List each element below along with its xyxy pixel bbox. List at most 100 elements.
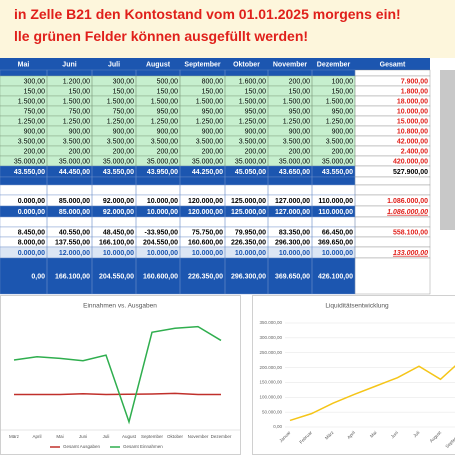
column-header: November	[273, 61, 308, 68]
legend-label: Gesamt Ausgaben	[63, 444, 101, 449]
cell-value: 3.500,00	[107, 138, 134, 145]
cell-value: 3.500,00	[239, 138, 266, 145]
cell-value: 800,00	[202, 78, 224, 85]
cell-value: 10.000,00	[279, 250, 310, 257]
cell-value: 1.500,00	[196, 98, 223, 105]
cell-value: 296.300,00	[231, 273, 266, 280]
cell-value: 150,00	[289, 88, 311, 95]
cell-value: 150,00	[245, 88, 267, 95]
x-tick-label: Dezember	[211, 434, 232, 439]
cell-value: 127.000,00	[275, 209, 310, 216]
cell-value: 300,00	[113, 78, 135, 85]
cell-value: 1.250,00	[107, 118, 134, 125]
cell-value: 1.250,00	[151, 118, 178, 125]
cell-value: 79.950,00	[235, 229, 266, 236]
total-value: 1.800,00	[401, 88, 428, 95]
cell-value: 750,00	[69, 108, 91, 115]
cell-value: 1.250,00	[196, 118, 223, 125]
column-header: Juni	[62, 61, 76, 68]
y-tick-label: 200.000,00	[259, 365, 282, 370]
cell-value: 160.600,00	[188, 239, 223, 246]
cell-value: 750,00	[24, 108, 46, 115]
cell-value: 200,00	[332, 148, 354, 155]
x-tick-label: August	[122, 434, 137, 439]
cell-value: 137.550,00	[55, 239, 90, 246]
cell-value: 900,00	[289, 128, 311, 135]
cell-value: 125.000,00	[231, 198, 266, 205]
x-tick-label: Mai	[56, 434, 63, 439]
cell-value: 35.000,00	[322, 158, 353, 165]
cell-value: 200,00	[202, 148, 224, 155]
cell-value: 150,00	[202, 88, 224, 95]
cell-value: 8.450,00	[18, 229, 45, 236]
row-background	[0, 106, 430, 116]
total-value: 1.086.000,00	[387, 209, 428, 216]
cell-value: 950,00	[202, 108, 224, 115]
row-background	[0, 86, 430, 96]
x-tick-label: Juli	[103, 434, 110, 439]
cell-value: 10.000,00	[147, 198, 178, 205]
series-line	[14, 392, 222, 396]
instruction-text: in Zelle B21 den Kontostand vom 01.01.20…	[14, 6, 401, 22]
cell-border	[311, 257, 356, 295]
x-tick-label: März	[9, 434, 20, 439]
cell-value: 500,00	[157, 78, 179, 85]
cell-value: 35.000,00	[103, 158, 134, 165]
cell-value: 1.500,00	[151, 98, 178, 105]
cell-value: 1.500,00	[63, 98, 90, 105]
row-background	[0, 206, 430, 217]
cell-value: 200,00	[24, 148, 46, 155]
total-cell	[354, 257, 431, 295]
cell-value: 35.000,00	[235, 158, 266, 165]
cell-value: 3.500,00	[283, 138, 310, 145]
cell-value: 900,00	[157, 128, 179, 135]
cell-value: 120.000,00	[188, 209, 223, 216]
x-tick-label: Oktober	[167, 434, 184, 439]
cell-value: 226.350,00	[188, 273, 223, 280]
row-background	[0, 156, 430, 166]
cell-value: 85.000,00	[59, 198, 90, 205]
cell-value: 10.000,00	[235, 250, 266, 257]
cell-value: 43.550,00	[14, 169, 45, 176]
cell-value: 200,00	[289, 148, 311, 155]
y-tick-label: 50.000,00	[262, 409, 283, 414]
cell-value: 127.000,00	[275, 198, 310, 205]
cell-value: 950,00	[157, 108, 179, 115]
cell-value: 1.250,00	[18, 118, 45, 125]
column-header: Oktober	[233, 61, 260, 68]
x-tick-label: September	[141, 434, 164, 439]
cell-value: 10.000,00	[147, 209, 178, 216]
cell-value: 8.000,00	[18, 239, 45, 246]
cell-value: 43.650,00	[279, 169, 310, 176]
cell-value: 92.000,00	[103, 209, 134, 216]
cell-value: 44.450,00	[59, 169, 90, 176]
cell-value: 35.000,00	[147, 158, 178, 165]
column-header: August	[146, 61, 171, 68]
cell-value: 12.000,00	[59, 250, 90, 257]
cell-value: 35.000,00	[14, 158, 45, 165]
cell-value: 110.000,00	[318, 198, 353, 205]
cell-value: 3.500,00	[63, 138, 90, 145]
column-header: Dezember	[317, 61, 351, 68]
x-tick-label: Juni	[79, 434, 87, 439]
y-tick-label: 150.000,00	[259, 380, 282, 385]
total-value: 558.100,00	[393, 229, 428, 236]
cell-value: 150,00	[157, 88, 179, 95]
cell-value: 10.000,00	[147, 250, 178, 257]
cell-value: 226.350,00	[231, 239, 266, 246]
x-tick-label: September	[444, 430, 455, 449]
cell-value: 1.500,00	[107, 98, 134, 105]
total-value: 420.000,00	[393, 158, 428, 165]
cell-value: 1.500,00	[283, 98, 310, 105]
header-row	[0, 58, 430, 70]
row-background	[0, 76, 430, 86]
cell-value: 43.950,00	[147, 169, 178, 176]
column-header: Mai	[18, 61, 30, 68]
cell-value: 110.000,00	[318, 209, 353, 216]
total-cell	[354, 69, 431, 77]
cell-value: 1.600,00	[239, 78, 266, 85]
instruction-banner: in Zelle B21 den Kontostand vom 01.01.20…	[0, 0, 455, 58]
cell-value: 40.550,00	[59, 229, 90, 236]
cell-value: 1.500,00	[239, 98, 266, 105]
